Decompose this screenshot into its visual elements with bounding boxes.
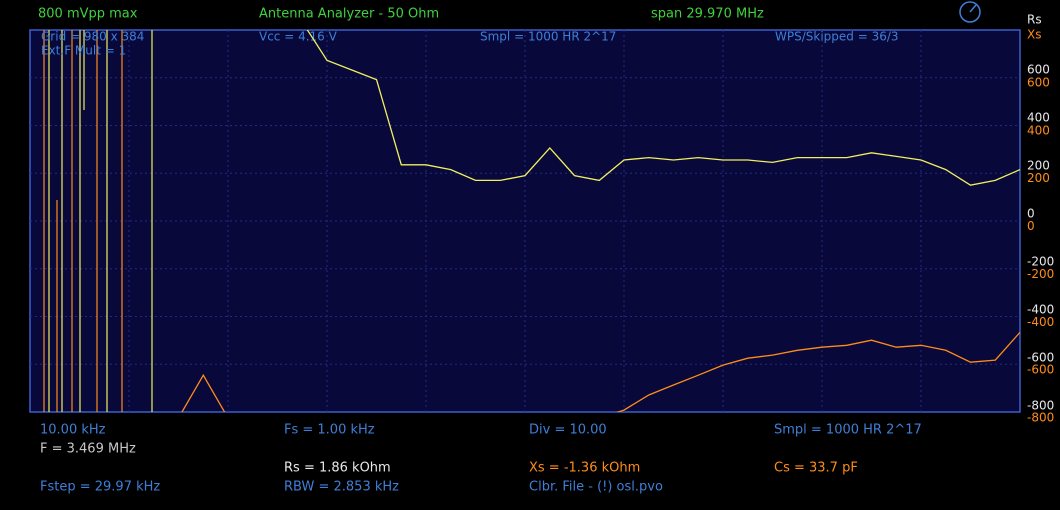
xs-tick-label: -600 <box>1027 363 1054 377</box>
footer-fstep: Fstep = 29.97 kHz <box>40 480 160 495</box>
rs-tick-label: -200 <box>1027 255 1054 269</box>
header-left: 800 mVpp max <box>38 7 138 22</box>
overlay-extf: Ext.F Mult = 1 <box>41 44 126 58</box>
rs-tick-label: 600 <box>1027 63 1050 77</box>
footer-xs: Xs = -1.36 kOhm <box>529 461 640 476</box>
footer-rs: Rs = 1.86 kOhm <box>284 461 391 476</box>
overlay-vcc: Vcc = 4.16 V <box>259 30 338 44</box>
rs-axis-label: Rs <box>1027 13 1042 27</box>
rs-tick-label: -600 <box>1027 351 1054 365</box>
xs-tick-label: 0 <box>1027 219 1035 233</box>
footer-smpl: Smpl = 1000 HR 2^17 <box>774 423 922 438</box>
rs-trace <box>306 30 1020 186</box>
xs-tick-label: -200 <box>1027 267 1054 281</box>
rs-tick-label: 0 <box>1027 207 1035 221</box>
traces <box>181 30 1020 412</box>
header-title: Antenna Analyzer - 50 Ohm <box>259 7 439 22</box>
footer-clbr: Clbr. File - (!) osl.pvo <box>529 480 663 495</box>
overlay-grid: Grid = 980 x 384 <box>41 30 144 44</box>
footer-cs: Cs = 33.7 pF <box>774 461 858 476</box>
footer-rbw: RBW = 2.853 kHz <box>284 480 399 495</box>
rs-tick-label: -400 <box>1027 303 1054 317</box>
xs-tick-label: 600 <box>1027 76 1050 90</box>
rs-tick-label: 400 <box>1027 111 1050 125</box>
grid <box>30 30 1020 412</box>
footer-div: Div = 10.00 <box>529 423 607 438</box>
footer-fs: Fs = 1.00 kHz <box>284 423 375 438</box>
xs-trace <box>181 331 1020 412</box>
overlay-wps: WPS/Skipped = 36/3 <box>775 30 899 44</box>
xs-tick-label: 400 <box>1027 123 1050 137</box>
rs-tick-label: 200 <box>1027 159 1050 173</box>
xs-tick-label: -400 <box>1027 315 1054 329</box>
xs-tick-label: 200 <box>1027 171 1050 185</box>
footer-step: 10.00 kHz <box>40 423 106 438</box>
overlay-smpl: Smpl = 1000 HR 2^17 <box>480 30 616 44</box>
dial-icon[interactable] <box>959 1 981 23</box>
rs-tick-label: -800 <box>1027 399 1054 413</box>
spikes <box>43 30 153 412</box>
xs-axis-label: Xs <box>1027 28 1041 42</box>
header-span: span 29.970 MHz <box>651 7 764 22</box>
xs-tick-label: -800 <box>1027 411 1054 425</box>
footer-freq: F = 3.469 MHz <box>40 442 136 457</box>
